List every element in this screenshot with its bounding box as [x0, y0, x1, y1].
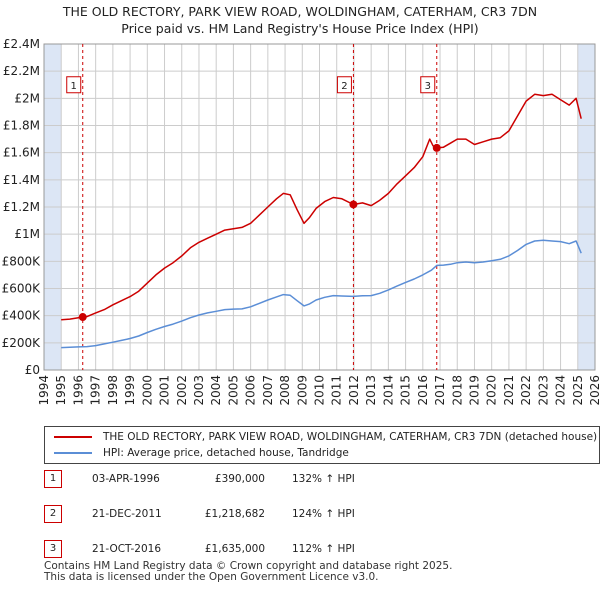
legend-label-hpi: HPI: Average price, detached house, Tand…: [103, 447, 349, 459]
sale-number-badge: 3: [44, 540, 62, 558]
x-tick-label: 2026: [588, 375, 600, 406]
sale-price: £390,000: [214, 473, 265, 485]
sale-row: 2 21-DEC-2011 £1,218,682 124% ↑ HPI: [0, 505, 600, 529]
x-tick-label: 2003: [192, 375, 206, 406]
chart-legend: THE OLD RECTORY, PARK VIEW ROAD, WOLDING…: [44, 426, 600, 464]
sale-label-text: 2: [341, 81, 347, 92]
x-tick-label: 1999: [123, 375, 137, 406]
x-tick-label: 1995: [54, 375, 68, 406]
x-tick-label: 2012: [347, 375, 361, 406]
sale-price: £1,218,682: [204, 508, 265, 520]
legend-swatch-hpi: [54, 452, 92, 454]
x-tick-label: 2000: [140, 375, 154, 406]
price-chart: £0 £200K £400K £600K £800K £1M £1.2M £1.4M £1.6M…: [2, 37, 600, 406]
x-tick-label: 1997: [89, 375, 103, 406]
x-tick-label: 2021: [502, 375, 516, 406]
sale-label-box: [420, 76, 436, 94]
x-tick-label: 2019: [467, 375, 481, 406]
y-tick-label: £1M: [14, 227, 40, 241]
sale-row: 1 03-APR-1996 £390,000 132% ↑ HPI: [0, 470, 600, 494]
x-tick-label: 2025: [571, 375, 585, 406]
y-tick-label: £400K: [2, 309, 42, 323]
sale-number-badge: 1: [44, 470, 62, 488]
x-tick-label: 2024: [554, 375, 568, 406]
y-tick-label: £2.4M: [3, 37, 40, 51]
sale-point: [432, 143, 441, 152]
sale-price: £1,635,000: [204, 543, 265, 555]
x-tick-label: 2023: [536, 375, 550, 406]
property-price-line: [61, 93, 582, 321]
legend-label-property: THE OLD RECTORY, PARK VIEW ROAD, WOLDING…: [103, 431, 598, 443]
x-tick-label: 2018: [450, 375, 464, 406]
sale-date: 21-OCT-2016: [92, 543, 161, 555]
x-tick-label: 2015: [399, 375, 413, 406]
y-tick-label: £200K: [2, 336, 42, 350]
sale-hpi-change: 124% ↑ HPI: [292, 508, 355, 520]
x-tick-label: 2006: [244, 375, 258, 406]
x-tick-label: 2009: [295, 375, 309, 406]
x-tick-label: 2008: [278, 375, 292, 406]
sale-label-box: [336, 76, 352, 94]
x-tick-label: 2016: [416, 375, 430, 406]
sale-point: [349, 200, 358, 209]
x-tick-label: 2005: [226, 375, 240, 406]
sale-date: 03-APR-1996: [92, 473, 160, 485]
x-tick-label: 1994: [37, 375, 51, 406]
chart-title: THE OLD RECTORY, PARK VIEW ROAD, WOLDING…: [62, 4, 538, 19]
x-tick-label: 1998: [106, 375, 120, 406]
sale-label-text: 1: [71, 81, 77, 92]
x-tick-label: 2022: [519, 375, 533, 406]
footer: Contains HM Land Registry data © Crown c…: [44, 561, 452, 582]
plot-border: [43, 43, 596, 371]
hpi-line: [61, 239, 582, 349]
y-tick-label: £0: [25, 363, 40, 377]
legend-swatch-property: [54, 436, 92, 438]
x-tick-label: 2011: [330, 375, 344, 406]
footer-copyright: Contains HM Land Registry data © Crown c…: [44, 560, 453, 572]
y-tick-label: £600K: [2, 282, 42, 296]
sale-point: [78, 313, 87, 322]
x-tick-label: 2010: [313, 375, 327, 406]
sale-label-text: 3: [425, 81, 431, 92]
y-tick-label: £2M: [14, 91, 40, 105]
x-tick-label: 2017: [433, 375, 447, 406]
x-tick-label: 2020: [485, 375, 499, 406]
x-tick-label: 2013: [364, 375, 378, 406]
sale-label-box: [66, 76, 82, 94]
x-tick-label: 2007: [261, 375, 275, 406]
sale-hpi-change: 132% ↑ HPI: [292, 473, 355, 485]
x-tick-label: 2004: [209, 375, 223, 406]
y-tick-label: £1.6M: [3, 146, 40, 160]
y-tick-label: £1.2M: [3, 200, 40, 214]
y-tick-label: £1.8M: [3, 119, 40, 133]
y-tick-label: £2.2M: [3, 64, 40, 78]
x-tick-label: 2014: [381, 375, 395, 406]
x-tick-label: 1996: [71, 375, 85, 406]
chart-subtitle: Price paid vs. HM Land Registry's House …: [121, 21, 479, 36]
x-tick-label: 2002: [175, 375, 189, 406]
sale-number-badge: 2: [44, 505, 62, 523]
sale-row: 3 21-OCT-2016 £1,635,000 112% ↑ HPI: [0, 540, 600, 564]
x-tick-label: 2001: [158, 375, 172, 406]
y-tick-label: £800K: [2, 254, 42, 268]
sale-hpi-change: 112% ↑ HPI: [292, 543, 355, 555]
y-tick-label: £1.4M: [3, 173, 40, 187]
footer-licence: This data is licensed under the Open Gov…: [44, 570, 379, 583]
sale-date: 21-DEC-2011: [92, 508, 162, 520]
